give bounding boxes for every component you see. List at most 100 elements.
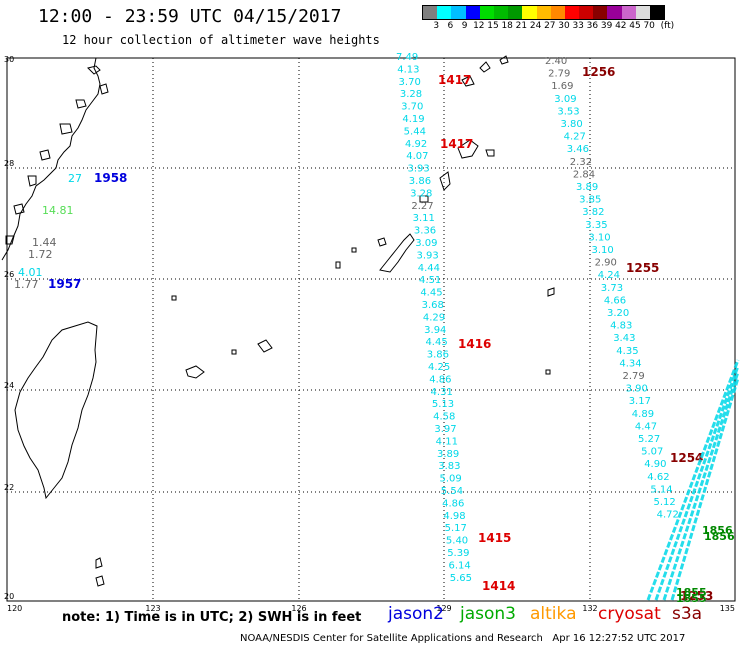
- lat-label: 22: [4, 483, 14, 492]
- swh-value-track-1414: 4.31: [431, 387, 453, 398]
- swh-value-track-1414: 3.93: [408, 164, 430, 175]
- lat-label: 20: [4, 592, 14, 601]
- footer-credit: NOAA/NESDIS Center for Satellite Applica…: [240, 633, 685, 644]
- color-scale-label: 18: [501, 21, 513, 31]
- time-label-track-1414: 1414: [482, 579, 515, 593]
- legend-item-jason2: jason2: [388, 604, 444, 624]
- map-border: [6, 57, 736, 602]
- color-scale-label: 27: [544, 21, 556, 31]
- taiwan-island: [14, 321, 98, 500]
- swh-value-left: 1.44: [32, 236, 57, 249]
- color-swatch: [465, 6, 480, 19]
- lat-label: 28: [4, 159, 14, 168]
- swh-value-track-1414: 4.45: [420, 288, 442, 299]
- swh-value-track-1255: 2.40: [545, 56, 567, 67]
- coast-islets-north: [5, 65, 109, 245]
- swh-value-track-1255: 4.27: [564, 132, 586, 143]
- swh-value-track-1414: 3.28: [410, 188, 432, 199]
- swh-value-track-1255: 2.32: [570, 157, 592, 168]
- time-label-track-1855: 1856: [704, 530, 735, 543]
- swh-value-track-1414: 3.68: [422, 300, 444, 311]
- swh-value-track-1414: 3.70: [401, 102, 423, 113]
- swh-value-track-1255: 3.80: [561, 119, 583, 130]
- swh-value-track-1414: 5.17: [445, 523, 467, 534]
- okinawa-island: [335, 195, 429, 273]
- color-scale-labels: 3 6 9 12 15 18 21 24 27 30 33 36 39 42 45 70 (ft): [422, 21, 740, 33]
- swh-value-track-1255: 4.47: [635, 421, 657, 432]
- time-label-track-1414: 1417: [438, 73, 471, 87]
- dense-track-line: [654, 365, 740, 601]
- china-coast: [1, 57, 101, 261]
- swh-value-track-1414: 4.98: [443, 511, 465, 522]
- color-scale-label: 9: [461, 21, 468, 31]
- swh-value-track-1414: 5.54: [441, 486, 463, 497]
- swh-value-track-1414: 4.58: [433, 412, 455, 423]
- swh-value-track-1414: 3.97: [434, 424, 456, 435]
- swh-value-track-1255: 4.62: [647, 472, 669, 483]
- page-subtitle: 12 hour collection of altimeter wave hei…: [62, 33, 380, 47]
- swh-value-track-1255: 3.20: [607, 308, 629, 319]
- swh-value-track-1414: 3.11: [413, 213, 435, 224]
- swh-value-track-1414: 3.86: [409, 176, 431, 187]
- swh-value-track-1255: 5.14: [650, 484, 672, 495]
- page-title: 12:00 - 23:59 UTC 04/15/2017: [38, 6, 342, 27]
- swh-value-left: 1.72: [28, 248, 53, 261]
- amami-islands: [439, 139, 495, 191]
- swh-value-track-1414: 5.39: [447, 548, 469, 559]
- swh-value-left: 1.77: [14, 278, 39, 291]
- color-swatch: [635, 6, 650, 19]
- legend-item-jason3: jason3: [460, 604, 516, 624]
- time-label-track-1855: 1856: [702, 524, 733, 537]
- legend-item-altika: altika: [530, 604, 577, 624]
- color-swatch: [621, 6, 636, 19]
- swh-value-track-1414: 4.44: [418, 263, 440, 274]
- swh-value-track-1255: 4.72: [657, 510, 679, 521]
- swh-value-track-1255: 4.83: [610, 321, 632, 332]
- color-swatch: [564, 6, 580, 19]
- map-grid: [6, 57, 736, 602]
- swh-value-track-1255: 3.53: [557, 106, 579, 117]
- swh-value-track-1414: 4.13: [397, 64, 419, 75]
- color-scale-label: 3: [433, 21, 440, 31]
- lon-label: 135: [720, 604, 735, 613]
- color-scale-label: 6: [447, 21, 454, 31]
- dense-track-line: [646, 359, 740, 601]
- swh-value-track-1255: 4.89: [632, 409, 654, 420]
- color-swatch: [522, 6, 537, 19]
- swh-value-track-1255: 3.82: [582, 207, 604, 218]
- swh-value-track-1414: 3.70: [399, 77, 421, 88]
- swh-value-track-1414: 4.51: [419, 275, 441, 286]
- swh-value-left: 14.81: [42, 204, 74, 217]
- swh-value-track-1414: 3.09: [415, 238, 437, 249]
- swh-value-track-1414: 4.29: [423, 312, 445, 323]
- swh-value-track-1414: 5.40: [446, 536, 468, 547]
- swh-value-track-1255: 1.69: [551, 81, 573, 92]
- swh-value-track-1255: 3.89: [576, 182, 598, 193]
- lon-label: 120: [7, 604, 22, 613]
- color-scale-label: 70: [643, 21, 655, 31]
- swh-value-track-1255: 4.90: [644, 459, 666, 470]
- color-swatch: [650, 6, 665, 19]
- color-scale-label: 21: [515, 21, 528, 31]
- swh-value-track-1255: 3.10: [592, 245, 614, 256]
- swh-value-track-1255: 5.12: [654, 497, 676, 508]
- color-swatch: [451, 6, 466, 19]
- color-scale-label: 45: [629, 21, 641, 31]
- swh-value-track-1414: 6.14: [448, 560, 470, 571]
- swh-value-track-1414: 7.49: [396, 52, 418, 63]
- swh-value-track-1255: 5.27: [638, 434, 660, 445]
- color-swatch: [493, 6, 509, 19]
- color-swatch: [479, 6, 494, 19]
- swh-value-track-1414: 3.94: [424, 325, 446, 336]
- swh-value-track-1414: 4.11: [436, 436, 458, 447]
- swh-value-left: 27: [68, 172, 82, 185]
- swh-value-track-1414: 3.93: [416, 250, 438, 261]
- miyako-yaeyama-islands: [185, 287, 555, 379]
- color-scale-label: 39: [600, 21, 613, 31]
- time-label-track-1414: 1416: [458, 337, 491, 351]
- swh-value-track-1255: 4.35: [616, 346, 638, 357]
- color-swatch: [423, 6, 438, 19]
- swh-value-track-1414: 5.13: [432, 399, 454, 410]
- swh-value-track-1414: 3.89: [437, 449, 459, 460]
